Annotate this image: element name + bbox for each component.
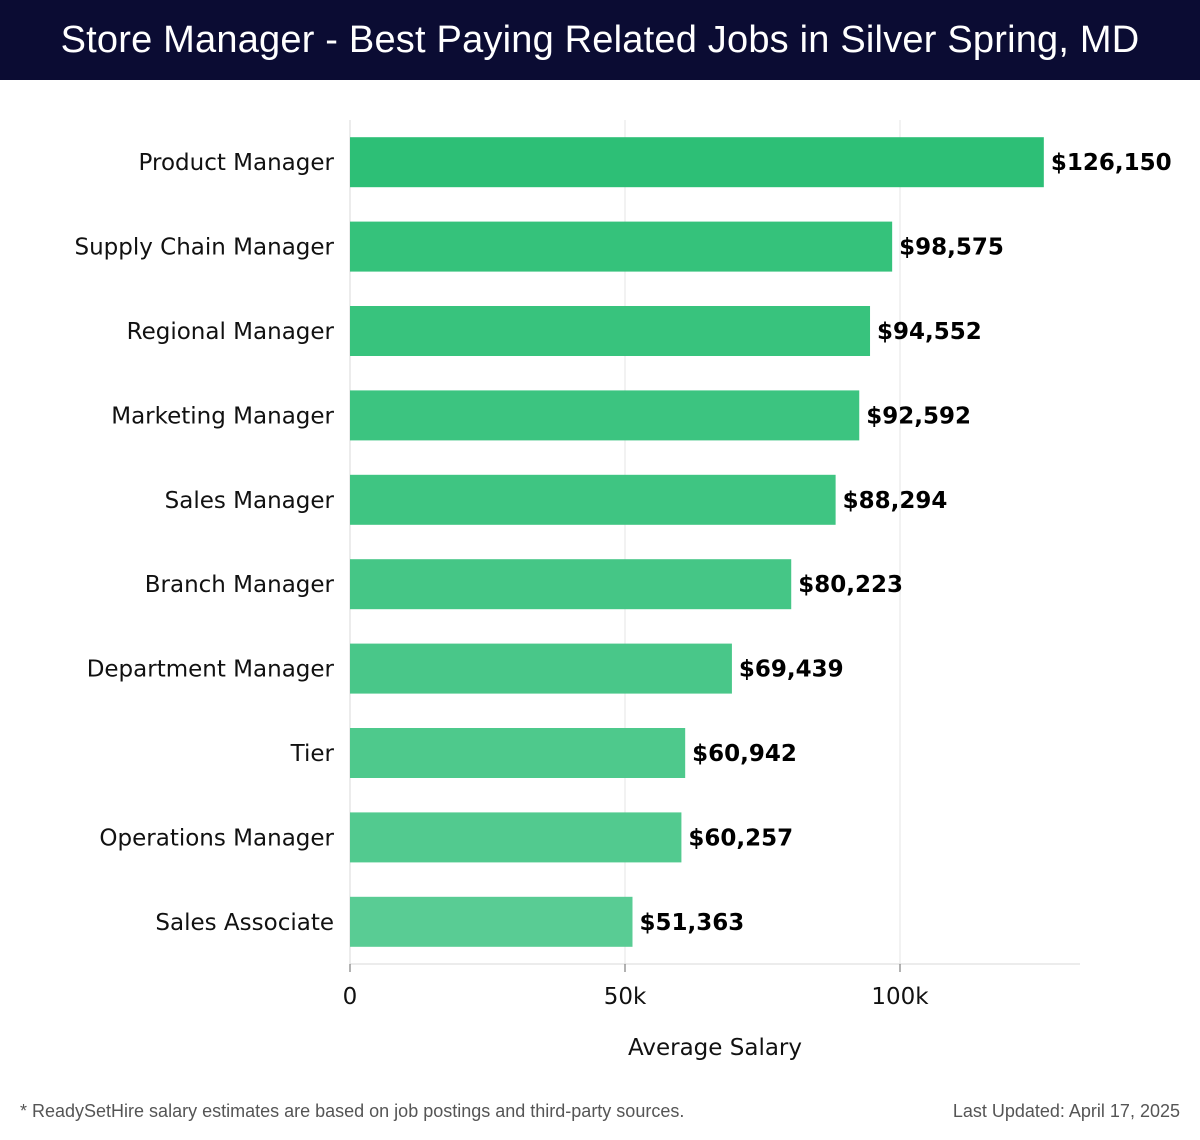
category-label: Marketing Manager: [111, 403, 334, 429]
category-label: Sales Associate: [155, 910, 334, 936]
bar: [350, 390, 860, 441]
category-label: Product Manager: [139, 150, 335, 176]
bar: [350, 137, 1044, 188]
bar: [350, 306, 871, 356]
chart-title: Store Manager - Best Paying Related Jobs…: [60, 18, 1140, 61]
footnote: * ReadySetHire salary estimates are base…: [20, 1101, 685, 1121]
bar: [350, 559, 792, 610]
x-tick-label: 100k: [871, 984, 929, 1010]
chart-header: Store Manager - Best Paying Related Jobs…: [0, 0, 1200, 80]
value-label: $60,257: [688, 825, 793, 851]
last-updated: Last Updated: April 17, 2025: [952, 1101, 1180, 1121]
category-label: Operations Manager: [99, 825, 334, 851]
bar: [350, 643, 732, 694]
x-axis-title: Average Salary: [628, 1035, 802, 1061]
bar: [350, 221, 893, 272]
x-tick-label: 50k: [604, 984, 647, 1010]
value-label: $60,942: [692, 741, 797, 767]
category-label: Regional Manager: [127, 319, 335, 345]
category-label: Department Manager: [87, 657, 335, 683]
category-label: Supply Chain Manager: [74, 235, 334, 261]
bar: [350, 728, 686, 778]
value-label: $92,592: [866, 403, 971, 429]
bar: [350, 896, 633, 947]
value-label: $98,575: [899, 235, 1004, 261]
bar: [350, 812, 682, 863]
value-label: $126,150: [1051, 150, 1172, 176]
category-label: Sales Manager: [165, 488, 335, 514]
value-label: $80,223: [798, 572, 903, 598]
value-label: $69,439: [739, 657, 844, 683]
category-label: Tier: [290, 741, 335, 767]
x-tick-label: 0: [343, 984, 358, 1010]
value-label: $51,363: [639, 910, 744, 936]
category-label: Branch Manager: [145, 572, 335, 598]
bar: [350, 474, 836, 525]
value-label: $88,294: [843, 488, 948, 514]
value-label: $94,552: [877, 319, 982, 345]
